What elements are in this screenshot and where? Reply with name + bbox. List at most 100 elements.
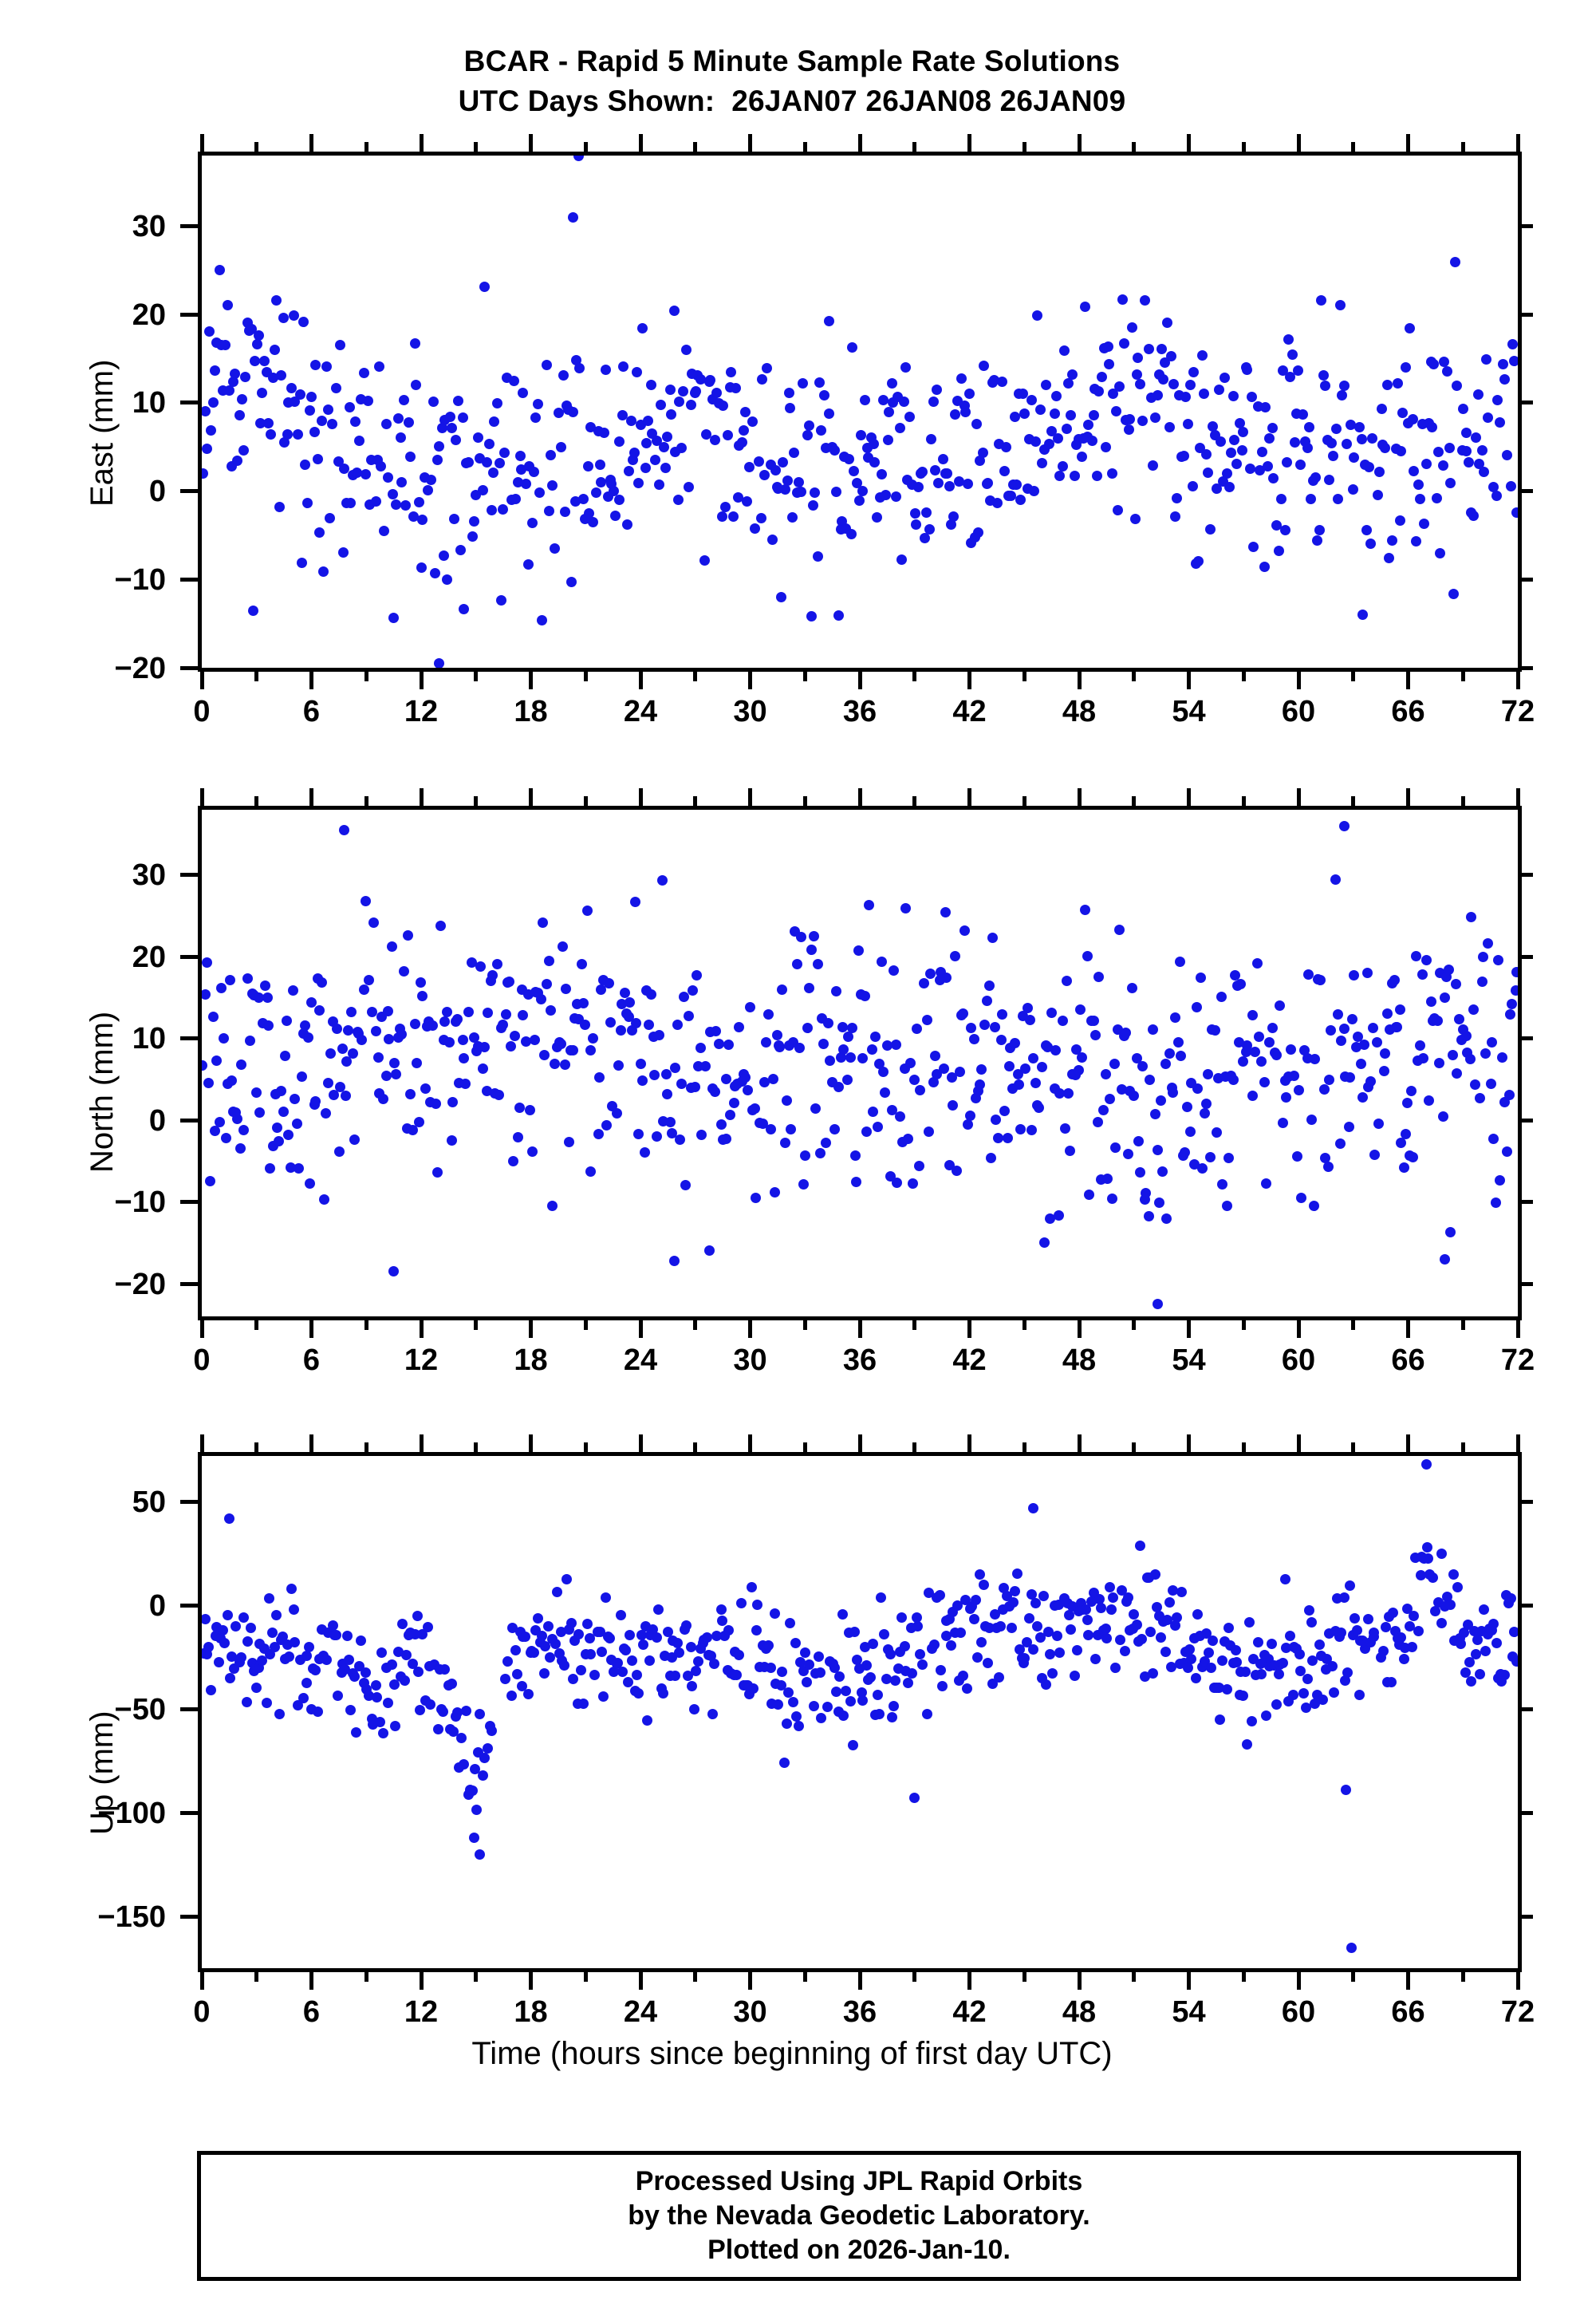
data-point	[834, 1671, 845, 1683]
data-point	[274, 502, 286, 512]
data-point	[1367, 433, 1378, 444]
data-point	[441, 574, 452, 585]
x-axis-tick-minor	[693, 672, 698, 681]
data-point	[1202, 1068, 1213, 1079]
data-point	[1482, 412, 1493, 423]
data-point	[685, 400, 696, 411]
data-point	[1442, 366, 1453, 377]
data-point	[1164, 1048, 1175, 1059]
data-point	[1080, 1604, 1091, 1616]
data-point	[1464, 456, 1475, 468]
data-point	[430, 567, 440, 578]
data-point	[230, 369, 241, 380]
y-axis-tick-label: 10	[132, 386, 166, 420]
data-point	[398, 965, 409, 977]
data-point	[1028, 1643, 1039, 1655]
data-point	[775, 1679, 786, 1691]
data-point	[767, 1074, 778, 1085]
data-point	[904, 411, 915, 422]
data-point	[1215, 436, 1226, 448]
data-point	[779, 484, 790, 495]
data-point	[1057, 460, 1068, 472]
data-point	[1050, 1045, 1062, 1056]
data-point	[852, 1654, 863, 1665]
data-point	[676, 443, 687, 453]
data-point	[432, 454, 443, 465]
data-point	[843, 1032, 854, 1043]
data-point	[314, 1004, 325, 1016]
data-point	[398, 394, 409, 405]
data-point	[1320, 1152, 1331, 1163]
data-point	[604, 1633, 615, 1644]
plot-area-north	[202, 810, 1518, 1316]
data-point	[227, 1075, 238, 1086]
x-axis-tick-major	[1187, 1972, 1191, 1990]
data-point	[1458, 1627, 1469, 1638]
data-point	[415, 1704, 426, 1715]
x-axis-tick-top-minor	[693, 1442, 698, 1452]
y-axis-tick-right	[1522, 224, 1533, 229]
data-point	[1365, 1076, 1377, 1087]
data-point	[1137, 1634, 1148, 1645]
data-point	[391, 499, 401, 511]
data-point	[1361, 524, 1372, 535]
data-point	[1089, 409, 1100, 420]
data-point	[218, 1624, 229, 1635]
x-axis-tick-label: 30	[733, 695, 767, 728]
data-point	[866, 1044, 877, 1055]
x-axis-tick-top-major	[419, 788, 424, 806]
data-point	[847, 1022, 858, 1033]
data-point	[1436, 1618, 1448, 1629]
data-point	[1190, 1672, 1201, 1683]
data-point	[1143, 344, 1154, 355]
data-point	[374, 361, 384, 372]
data-point-outlier	[1028, 1502, 1039, 1513]
x-axis-tick-top-major	[529, 134, 533, 152]
data-point	[1491, 1638, 1503, 1648]
data-point	[510, 493, 521, 504]
data-point	[266, 429, 276, 440]
data-point	[309, 426, 320, 437]
data-point	[316, 416, 327, 427]
data-point	[852, 477, 863, 488]
data-point	[459, 1078, 471, 1089]
data-point	[1460, 1667, 1471, 1678]
y-axis-tick-label: −20	[114, 651, 166, 685]
data-point	[1424, 1095, 1434, 1107]
data-point	[1001, 442, 1012, 453]
data-point	[971, 1651, 983, 1663]
data-point	[399, 1675, 410, 1687]
data-point	[631, 366, 642, 377]
data-point	[1030, 436, 1042, 448]
data-point	[1309, 1201, 1319, 1212]
x-axis-tick-minor	[583, 1320, 588, 1330]
data-point	[1223, 1623, 1235, 1634]
data-point	[763, 1008, 774, 1020]
data-point	[344, 401, 355, 412]
data-point	[1420, 954, 1432, 965]
data-point	[861, 1660, 873, 1671]
data-point	[514, 451, 526, 462]
data-point	[1009, 1585, 1020, 1596]
x-axis-tick-top-minor	[583, 1442, 588, 1452]
data-point	[1035, 1632, 1046, 1643]
data-point	[1382, 1008, 1393, 1020]
data-point	[367, 1006, 378, 1017]
data-point	[1477, 977, 1488, 988]
data-point	[1134, 1540, 1145, 1551]
data-point	[930, 465, 941, 476]
data-point	[1166, 1661, 1177, 1672]
data-point	[371, 1680, 382, 1691]
data-point	[1492, 395, 1503, 405]
x-axis-tick-minor	[583, 1972, 588, 1982]
data-point	[390, 1721, 401, 1732]
data-point	[835, 1052, 846, 1063]
x-axis-tick-label: 24	[623, 1995, 658, 2029]
data-point	[870, 1031, 881, 1042]
data-point	[1034, 404, 1046, 415]
y-axis-tick-label: 30	[132, 210, 166, 244]
data-point	[1152, 1144, 1163, 1155]
data-point	[1408, 1151, 1419, 1162]
data-point	[1155, 1095, 1166, 1106]
data-point	[877, 1067, 889, 1077]
